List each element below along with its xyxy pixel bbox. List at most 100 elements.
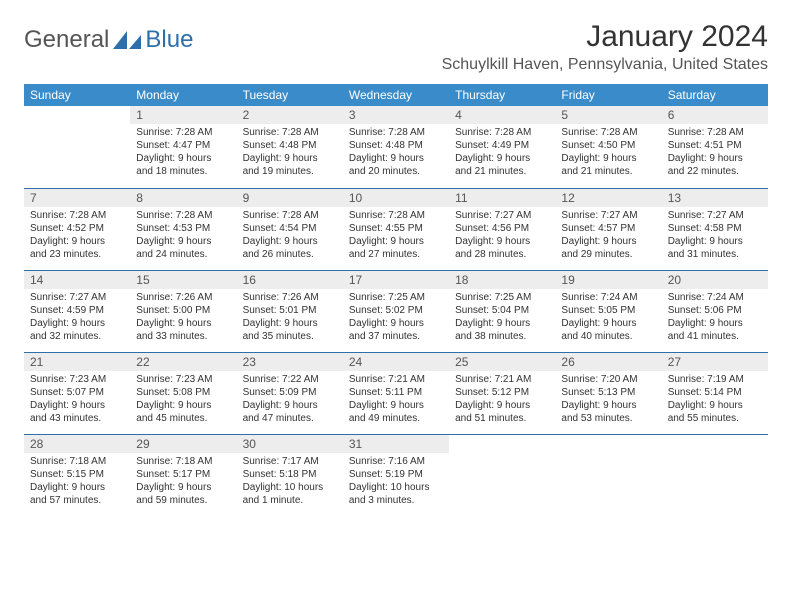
- day-number: 3: [343, 106, 449, 124]
- calendar-cell: 26Sunrise: 7:20 AMSunset: 5:13 PMDayligh…: [555, 352, 661, 434]
- day-detail-line: Daylight: 9 hours: [668, 235, 762, 248]
- day-detail-line: and 24 minutes.: [136, 248, 230, 261]
- day-number: 23: [237, 353, 343, 371]
- day-details: Sunrise: 7:28 AMSunset: 4:51 PMDaylight:…: [662, 124, 768, 182]
- day-detail-line: Daylight: 9 hours: [243, 399, 337, 412]
- day-detail-line: and 20 minutes.: [349, 165, 443, 178]
- calendar-cell: 12Sunrise: 7:27 AMSunset: 4:57 PMDayligh…: [555, 188, 661, 270]
- day-detail-line: Daylight: 9 hours: [668, 399, 762, 412]
- calendar-cell: 15Sunrise: 7:26 AMSunset: 5:00 PMDayligh…: [130, 270, 236, 352]
- calendar-cell: 31Sunrise: 7:16 AMSunset: 5:19 PMDayligh…: [343, 434, 449, 516]
- day-detail-line: Daylight: 9 hours: [561, 399, 655, 412]
- day-detail-line: Sunset: 5:06 PM: [668, 304, 762, 317]
- day-detail-line: and 40 minutes.: [561, 330, 655, 343]
- day-detail-line: Daylight: 9 hours: [30, 235, 124, 248]
- day-details: Sunrise: 7:23 AMSunset: 5:07 PMDaylight:…: [24, 371, 130, 429]
- day-details: Sunrise: 7:28 AMSunset: 4:55 PMDaylight:…: [343, 207, 449, 265]
- day-detail-line: Sunset: 5:12 PM: [455, 386, 549, 399]
- logo: General Blue: [24, 26, 193, 54]
- calendar-cell: 19Sunrise: 7:24 AMSunset: 5:05 PMDayligh…: [555, 270, 661, 352]
- calendar-cell: 17Sunrise: 7:25 AMSunset: 5:02 PMDayligh…: [343, 270, 449, 352]
- day-detail-line: and 33 minutes.: [136, 330, 230, 343]
- calendar-week-row: 14Sunrise: 7:27 AMSunset: 4:59 PMDayligh…: [24, 270, 768, 352]
- day-number: 4: [449, 106, 555, 124]
- day-detail-line: Sunrise: 7:22 AM: [243, 373, 337, 386]
- day-detail-line: Sunset: 5:01 PM: [243, 304, 337, 317]
- day-detail-line: Sunrise: 7:21 AM: [349, 373, 443, 386]
- day-detail-line: Sunset: 5:11 PM: [349, 386, 443, 399]
- day-detail-line: and 41 minutes.: [668, 330, 762, 343]
- calendar-cell: 10Sunrise: 7:28 AMSunset: 4:55 PMDayligh…: [343, 188, 449, 270]
- day-detail-line: Daylight: 9 hours: [349, 235, 443, 248]
- day-number: 20: [662, 271, 768, 289]
- day-detail-line: Sunrise: 7:28 AM: [349, 126, 443, 139]
- day-detail-line: Daylight: 9 hours: [561, 235, 655, 248]
- day-details: Sunrise: 7:21 AMSunset: 5:11 PMDaylight:…: [343, 371, 449, 429]
- day-number: 21: [24, 353, 130, 371]
- day-detail-line: Sunset: 4:58 PM: [668, 222, 762, 235]
- day-detail-line: and 49 minutes.: [349, 412, 443, 425]
- calendar-cell: 2Sunrise: 7:28 AMSunset: 4:48 PMDaylight…: [237, 106, 343, 188]
- day-details: Sunrise: 7:27 AMSunset: 4:56 PMDaylight:…: [449, 207, 555, 265]
- day-header: Friday: [555, 84, 661, 106]
- calendar-cell: 5Sunrise: 7:28 AMSunset: 4:50 PMDaylight…: [555, 106, 661, 188]
- day-details: Sunrise: 7:26 AMSunset: 5:01 PMDaylight:…: [237, 289, 343, 347]
- day-detail-line: Sunset: 4:56 PM: [455, 222, 549, 235]
- calendar-cell: 3Sunrise: 7:28 AMSunset: 4:48 PMDaylight…: [343, 106, 449, 188]
- day-detail-line: and 32 minutes.: [30, 330, 124, 343]
- day-detail-line: Sunrise: 7:28 AM: [136, 126, 230, 139]
- day-details: Sunrise: 7:28 AMSunset: 4:50 PMDaylight:…: [555, 124, 661, 182]
- day-number: 9: [237, 189, 343, 207]
- day-number: 28: [24, 435, 130, 453]
- day-detail-line: and 23 minutes.: [30, 248, 124, 261]
- day-detail-line: Sunset: 4:53 PM: [136, 222, 230, 235]
- calendar-cell: 1Sunrise: 7:28 AMSunset: 4:47 PMDaylight…: [130, 106, 236, 188]
- day-detail-line: Sunset: 5:19 PM: [349, 468, 443, 481]
- calendar-cell: 18Sunrise: 7:25 AMSunset: 5:04 PMDayligh…: [449, 270, 555, 352]
- day-detail-line: Sunrise: 7:25 AM: [349, 291, 443, 304]
- day-details: Sunrise: 7:28 AMSunset: 4:49 PMDaylight:…: [449, 124, 555, 182]
- day-number: 6: [662, 106, 768, 124]
- day-details: Sunrise: 7:28 AMSunset: 4:54 PMDaylight:…: [237, 207, 343, 265]
- day-number: 22: [130, 353, 236, 371]
- day-number: 7: [24, 189, 130, 207]
- calendar-cell: 24Sunrise: 7:21 AMSunset: 5:11 PMDayligh…: [343, 352, 449, 434]
- day-number: 25: [449, 353, 555, 371]
- day-detail-line: and 55 minutes.: [668, 412, 762, 425]
- day-detail-line: and 18 minutes.: [136, 165, 230, 178]
- day-number: 26: [555, 353, 661, 371]
- calendar-cell: [449, 434, 555, 516]
- day-number: 1: [130, 106, 236, 124]
- day-number: 29: [130, 435, 236, 453]
- day-details: Sunrise: 7:17 AMSunset: 5:18 PMDaylight:…: [237, 453, 343, 511]
- day-details: Sunrise: 7:27 AMSunset: 4:59 PMDaylight:…: [24, 289, 130, 347]
- calendar-cell: 20Sunrise: 7:24 AMSunset: 5:06 PMDayligh…: [662, 270, 768, 352]
- day-detail-line: Sunset: 5:18 PM: [243, 468, 337, 481]
- day-details: Sunrise: 7:28 AMSunset: 4:47 PMDaylight:…: [130, 124, 236, 182]
- day-detail-line: Sunset: 4:54 PM: [243, 222, 337, 235]
- day-detail-line: Sunrise: 7:28 AM: [243, 126, 337, 139]
- day-detail-line: Daylight: 9 hours: [30, 317, 124, 330]
- calendar-cell: 23Sunrise: 7:22 AMSunset: 5:09 PMDayligh…: [237, 352, 343, 434]
- day-detail-line: Daylight: 9 hours: [349, 317, 443, 330]
- day-detail-line: and 45 minutes.: [136, 412, 230, 425]
- day-detail-line: Daylight: 9 hours: [136, 317, 230, 330]
- day-detail-line: Sunrise: 7:20 AM: [561, 373, 655, 386]
- day-detail-line: Sunrise: 7:18 AM: [30, 455, 124, 468]
- calendar-cell: 27Sunrise: 7:19 AMSunset: 5:14 PMDayligh…: [662, 352, 768, 434]
- day-details: Sunrise: 7:24 AMSunset: 5:05 PMDaylight:…: [555, 289, 661, 347]
- day-detail-line: Daylight: 9 hours: [561, 152, 655, 165]
- day-detail-line: Sunrise: 7:19 AM: [668, 373, 762, 386]
- day-details: Sunrise: 7:27 AMSunset: 4:58 PMDaylight:…: [662, 207, 768, 265]
- day-detail-line: Daylight: 9 hours: [136, 152, 230, 165]
- day-detail-line: Sunrise: 7:16 AM: [349, 455, 443, 468]
- calendar-cell: [555, 434, 661, 516]
- day-detail-line: Sunset: 5:04 PM: [455, 304, 549, 317]
- day-number: 11: [449, 189, 555, 207]
- day-details: Sunrise: 7:16 AMSunset: 5:19 PMDaylight:…: [343, 453, 449, 511]
- day-details: Sunrise: 7:27 AMSunset: 4:57 PMDaylight:…: [555, 207, 661, 265]
- calendar-table: Sunday Monday Tuesday Wednesday Thursday…: [24, 84, 768, 516]
- day-number: 27: [662, 353, 768, 371]
- day-details: Sunrise: 7:25 AMSunset: 5:04 PMDaylight:…: [449, 289, 555, 347]
- day-header: Sunday: [24, 84, 130, 106]
